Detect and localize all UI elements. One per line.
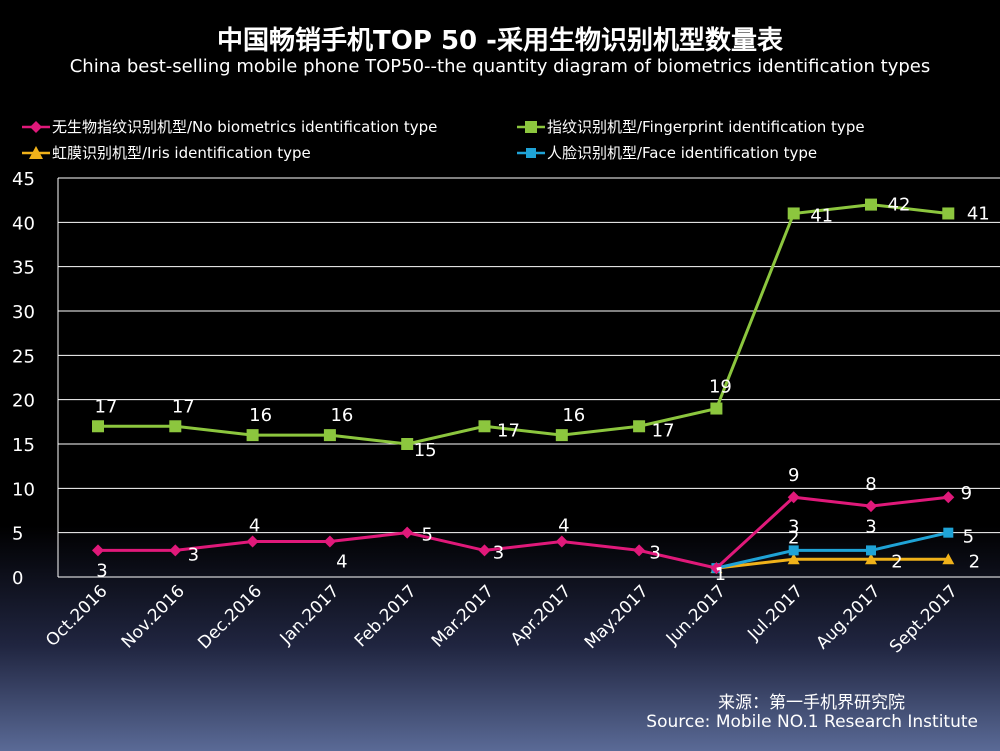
data-label: 4 xyxy=(336,552,347,573)
data-point-marker xyxy=(942,491,954,503)
data-label: 3 xyxy=(493,542,504,563)
data-label: 2 xyxy=(891,551,902,572)
data-point-marker xyxy=(710,403,722,415)
y-tick-label: 0 xyxy=(12,568,23,589)
data-point-marker xyxy=(556,429,568,441)
x-tick-label: Dec.2016 xyxy=(194,581,266,653)
data-point-marker xyxy=(479,544,491,556)
data-label: 17 xyxy=(172,396,195,417)
data-label: 16 xyxy=(330,405,353,426)
data-label: 8 xyxy=(865,474,876,495)
data-label: 3 xyxy=(188,544,199,565)
y-tick-label: 20 xyxy=(12,391,35,412)
series-line-1 xyxy=(98,205,948,444)
data-point-marker xyxy=(401,527,413,539)
y-tick-label: 5 xyxy=(12,524,23,545)
x-tick-label: Mar.2017 xyxy=(428,581,498,651)
data-label: 5 xyxy=(421,525,432,546)
x-tick-label: Apr.2017 xyxy=(507,581,575,649)
data-label: 1 xyxy=(715,565,725,584)
line-chart: 051015202530354045Oct.2016 Nov.2016 Dec.20… xyxy=(0,0,1000,751)
y-tick-label: 45 xyxy=(12,169,35,190)
data-point-marker xyxy=(556,536,568,548)
x-tick-label: Sept.2017 xyxy=(886,581,962,657)
data-point-marker xyxy=(865,500,877,512)
x-tick-label: Jul.2017 xyxy=(743,581,807,645)
x-tick-label: Feb.2017 xyxy=(351,581,421,651)
data-point-marker xyxy=(247,536,259,548)
data-label: 15 xyxy=(414,440,437,461)
data-label: 4 xyxy=(558,516,569,537)
data-label: 3 xyxy=(96,560,107,581)
data-label: 17 xyxy=(95,396,118,417)
source-en: Source: Mobile NO.1 Research Institute xyxy=(646,712,978,732)
x-tick-label: Nov.2016 xyxy=(118,581,189,652)
data-label: 4 xyxy=(249,516,260,537)
data-label: 17 xyxy=(652,420,675,441)
data-label: 17 xyxy=(497,420,520,441)
data-point-marker xyxy=(633,420,645,432)
data-point-marker xyxy=(92,544,104,556)
data-point-marker xyxy=(943,528,953,538)
data-label: 41 xyxy=(967,203,990,224)
data-point-marker xyxy=(479,420,491,432)
x-tick-label: Jun.2017 xyxy=(662,581,730,649)
data-point-marker xyxy=(866,545,876,555)
y-tick-label: 40 xyxy=(12,213,35,234)
data-point-marker xyxy=(788,207,800,219)
data-label: 9 xyxy=(961,483,972,504)
data-label: 3 xyxy=(865,516,876,537)
x-tick-label: Aug.2017 xyxy=(812,581,884,653)
data-point-marker xyxy=(169,544,181,556)
x-tick-label: Jan.2017 xyxy=(276,581,344,649)
y-tick-label: 15 xyxy=(12,435,35,456)
y-tick-label: 35 xyxy=(12,258,35,279)
data-label: 42 xyxy=(888,195,911,216)
x-tick-label: Oct.2016 xyxy=(42,581,111,650)
data-point-marker xyxy=(324,536,336,548)
data-label: 2 xyxy=(969,551,980,572)
data-point-marker xyxy=(92,420,104,432)
data-label: 5 xyxy=(963,527,974,548)
y-tick-label: 25 xyxy=(12,346,35,367)
data-point-marker xyxy=(247,429,259,441)
data-label: 16 xyxy=(562,405,585,426)
data-point-marker xyxy=(633,544,645,556)
data-label: 3 xyxy=(788,516,799,537)
data-point-marker xyxy=(324,429,336,441)
y-tick-label: 30 xyxy=(12,302,35,323)
data-point-marker xyxy=(169,420,181,432)
data-point-marker xyxy=(865,199,877,211)
data-label: 9 xyxy=(788,465,799,486)
data-label: 19 xyxy=(709,377,732,398)
data-label: 16 xyxy=(249,405,272,426)
data-label: 41 xyxy=(810,205,833,226)
data-point-marker xyxy=(942,207,954,219)
data-point-marker xyxy=(401,438,413,450)
data-label: 3 xyxy=(649,542,660,563)
x-tick-label: May.2017 xyxy=(581,581,653,653)
source-cn: 来源：第一手机界研究院 xyxy=(718,688,905,713)
y-tick-label: 10 xyxy=(12,479,35,500)
